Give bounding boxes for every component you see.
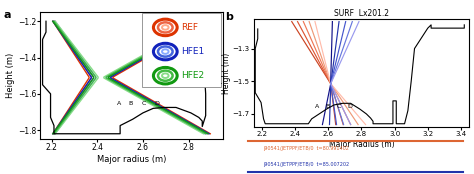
Text: HFE1: HFE1 xyxy=(181,47,204,56)
Text: a: a xyxy=(4,10,11,20)
X-axis label: Major radius (m): Major radius (m) xyxy=(97,155,166,164)
Text: B: B xyxy=(325,104,329,109)
Text: HFE2: HFE2 xyxy=(181,71,204,80)
Text: A: A xyxy=(117,101,121,106)
Y-axis label: Height (m): Height (m) xyxy=(222,52,231,94)
Text: C: C xyxy=(337,104,341,109)
Y-axis label: Height (m): Height (m) xyxy=(6,53,15,98)
Title: SURF  Lx201.2: SURF Lx201.2 xyxy=(334,9,389,18)
Text: REF: REF xyxy=(181,23,198,32)
X-axis label: Major Radius (m): Major Radius (m) xyxy=(328,140,394,149)
FancyBboxPatch shape xyxy=(143,13,221,87)
Text: j90541/JETPPF/ETB/0  t=80.991402: j90541/JETPPF/ETB/0 t=80.991402 xyxy=(263,147,349,151)
Text: B: B xyxy=(128,101,133,106)
Text: C: C xyxy=(142,101,146,106)
Text: j90541/JETPPF/ETB/0  t=85.007202: j90541/JETPPF/ETB/0 t=85.007202 xyxy=(263,162,349,167)
Text: b: b xyxy=(226,12,233,22)
Text: D: D xyxy=(347,104,352,109)
Text: D: D xyxy=(154,101,159,106)
Text: A: A xyxy=(315,104,319,109)
